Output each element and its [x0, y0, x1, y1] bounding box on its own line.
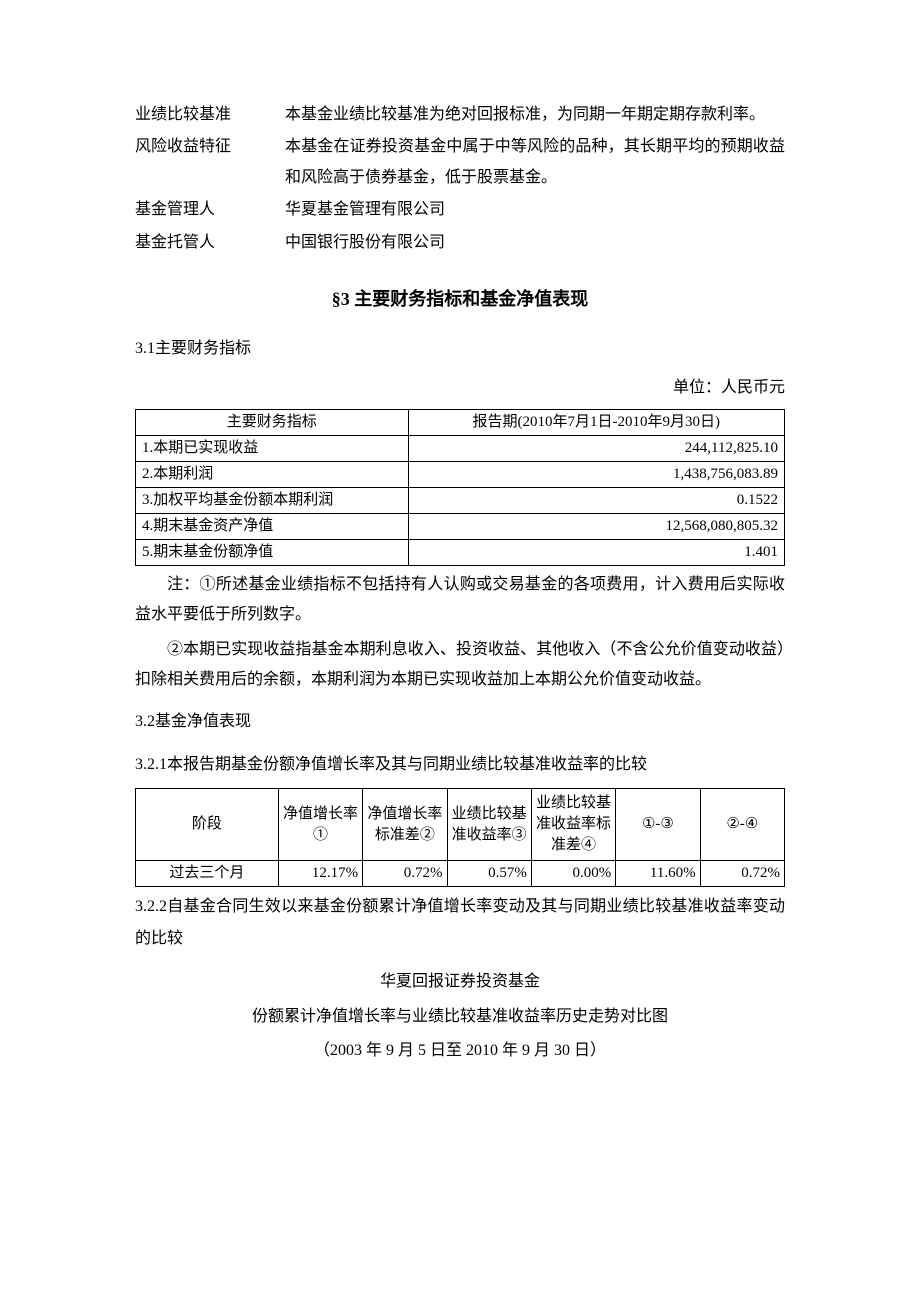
risk-value: 本基金在证券投资基金中属于中等风险的品种，其长期平均的预期收益和风险高于债券基金…: [285, 132, 785, 193]
table1-row-value: 1,438,756,083.89: [408, 461, 784, 487]
table2-c5: 11.60%: [616, 861, 700, 887]
table2-header-3: 业绩比较基准收益率③: [447, 789, 531, 861]
table2-header-6: ②-④: [700, 789, 784, 861]
financial-indicators-table: 主要财务指标 报告期(2010年7月1日-2010年9月30日) 1.本期已实现…: [135, 409, 785, 566]
table2-header-2: 净值增长率标准差②: [363, 789, 447, 861]
section-3-title: §3 主要财务指标和基金净值表现: [135, 282, 785, 316]
table2-c2: 0.72%: [363, 861, 447, 887]
unit-label: 单位：人民币元: [135, 373, 785, 403]
table2-stage: 过去三个月: [136, 861, 279, 887]
risk-label: 风险收益特征: [135, 132, 285, 193]
table2-header-5: ①-③: [616, 789, 700, 861]
table1-header-right: 报告期(2010年7月1日-2010年9月30日): [408, 409, 784, 435]
manager-value: 华夏基金管理有限公司: [285, 195, 785, 225]
table2-c1: 12.17%: [278, 861, 362, 887]
table2-c6: 0.72%: [700, 861, 784, 887]
note-2: ②本期已实现收益指基金本期利息收入、投资收益、其他收入（不含公允价值变动收益）扣…: [135, 635, 785, 696]
subsection-3-2-1: 3.2.1本报告期基金份额净值增长率及其与同期业绩比较基准收益率的比较: [135, 750, 785, 780]
table2-c3: 0.57%: [447, 861, 531, 887]
table2-c4: 0.00%: [531, 861, 615, 887]
table1-row-value: 12,568,080,805.32: [408, 513, 784, 539]
table-row: 4.期末基金资产净值 12,568,080,805.32: [136, 513, 785, 539]
table1-row-value: 0.1522: [408, 487, 784, 513]
benchmark-value: 本基金业绩比较基准为绝对回报标准，为同期一年期定期存款利率。: [285, 100, 785, 130]
manager-label: 基金管理人: [135, 195, 285, 225]
chart-title: 华夏回报证券投资基金: [135, 967, 785, 997]
table2-header-stage: 阶段: [136, 789, 279, 861]
table-row: 1.本期已实现收益 244,112,825.10: [136, 435, 785, 461]
subsection-3-1: 3.1主要财务指标: [135, 334, 785, 364]
table1-row-label: 4.期末基金资产净值: [136, 513, 409, 539]
table1-row-label: 1.本期已实现收益: [136, 435, 409, 461]
subsection-3-2: 3.2基金净值表现: [135, 707, 785, 737]
table2-header-4: 业绩比较基准收益率标准差④: [531, 789, 615, 861]
chart-subtitle: 份额累计净值增长率与业绩比较基准收益率历史走势对比图: [135, 1002, 785, 1032]
table1-row-value: 1.401: [408, 539, 784, 565]
chart-date: （2003 年 9 月 5 日至 2010 年 9 月 30 日）: [135, 1036, 785, 1066]
nav-performance-table: 阶段 净值增长率① 净值增长率标准差② 业绩比较基准收益率③ 业绩比较基准收益率…: [135, 788, 785, 887]
table-row: 2.本期利润 1,438,756,083.89: [136, 461, 785, 487]
note-1: 注：①所述基金业绩指标不包括持有人认购或交易基金的各项费用，计入费用后实际收益水…: [135, 570, 785, 631]
table1-row-label: 5.期末基金份额净值: [136, 539, 409, 565]
table1-row-value: 244,112,825.10: [408, 435, 784, 461]
table1-row-label: 2.本期利润: [136, 461, 409, 487]
table1-row-label: 3.加权平均基金份额本期利润: [136, 487, 409, 513]
table-row: 5.期末基金份额净值 1.401: [136, 539, 785, 565]
benchmark-label: 业绩比较基准: [135, 100, 285, 130]
custodian-value: 中国银行股份有限公司: [285, 228, 785, 258]
custodian-label: 基金托管人: [135, 228, 285, 258]
table-row: 过去三个月 12.17% 0.72% 0.57% 0.00% 11.60% 0.…: [136, 861, 785, 887]
table2-header-1: 净值增长率①: [278, 789, 362, 861]
table1-header-left: 主要财务指标: [136, 409, 409, 435]
table-row: 3.加权平均基金份额本期利润 0.1522: [136, 487, 785, 513]
subsection-3-2-2: 3.2.2自基金合同生效以来基金份额累计净值增长率变动及其与同期业绩比较基准收益…: [135, 891, 785, 955]
